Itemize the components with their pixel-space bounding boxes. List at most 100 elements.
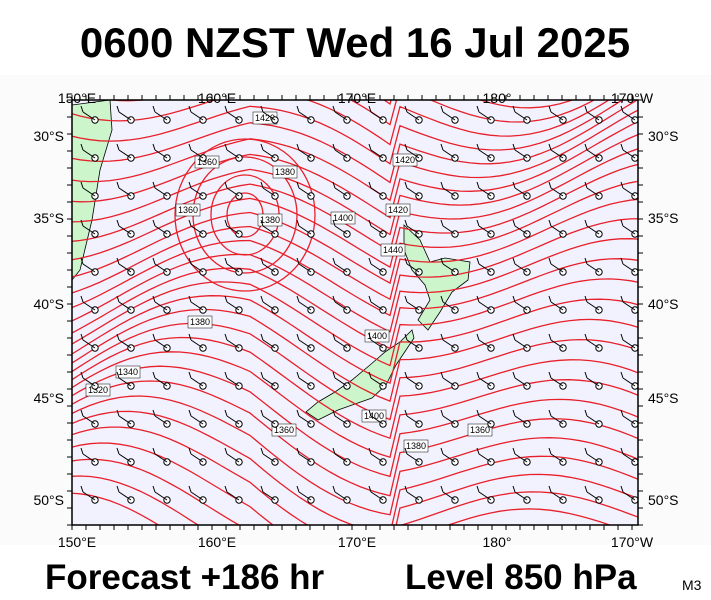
wind-barb	[152, 447, 156, 455]
wind-barb	[622, 339, 636, 349]
wind-barb	[118, 111, 132, 121]
wind-barb	[260, 409, 264, 417]
right-axis-label: 50°S	[648, 492, 679, 508]
wind-barb	[226, 415, 240, 425]
wind-barb	[406, 453, 420, 463]
wind-barb	[512, 257, 516, 265]
forecast-label: Forecast +186 hr	[45, 558, 325, 597]
contour-line	[72, 426, 638, 525]
contour-line	[72, 120, 638, 219]
wind-barb	[442, 225, 456, 235]
wind-barb	[404, 447, 408, 455]
wind-barb	[82, 491, 96, 501]
wind-barb	[152, 105, 156, 113]
wind-barb	[476, 257, 480, 265]
wind-barb	[154, 263, 168, 273]
wind-barb	[224, 371, 228, 379]
wind-barb	[584, 143, 588, 151]
contour-line	[106, 100, 596, 126]
wind-barb	[260, 447, 264, 455]
contour-label-box	[361, 409, 387, 423]
wind-barb	[118, 263, 132, 273]
wind-barb	[334, 453, 348, 463]
wind-barb	[82, 149, 96, 159]
wind-barb	[550, 301, 564, 311]
top-axis-label: 160°E	[198, 90, 236, 106]
contour-line	[72, 395, 638, 516]
contour-line	[72, 148, 638, 252]
wind-barb	[116, 409, 120, 417]
wind-barb	[226, 149, 240, 159]
wind-barb	[584, 105, 588, 113]
wind-barb	[332, 105, 336, 113]
wind-barb	[584, 333, 588, 341]
wind-barb	[154, 111, 168, 121]
wind-barb	[620, 371, 624, 379]
contour-line	[72, 322, 638, 421]
wind-barb	[406, 339, 420, 349]
wind-barb	[334, 415, 348, 425]
wind-barb	[476, 295, 480, 303]
wind-barb	[224, 447, 228, 455]
wind-barb	[226, 263, 240, 273]
left-axis-label: 50°S	[33, 492, 64, 508]
wind-barb	[298, 111, 312, 121]
wind-barb	[512, 105, 516, 113]
wind-barb	[550, 149, 564, 159]
wind-barb	[548, 485, 552, 493]
wind-barb	[334, 225, 348, 235]
wind-barb	[404, 371, 408, 379]
wind-barb	[512, 409, 516, 417]
wind-barb	[442, 111, 456, 121]
wind-barb	[548, 257, 552, 265]
wind-barb	[154, 339, 168, 349]
wind-barb	[82, 339, 96, 349]
wind-barb	[476, 371, 480, 379]
wind-barb	[584, 181, 588, 189]
contour-line	[72, 336, 638, 440]
wind-barb	[622, 491, 636, 501]
wind-barb	[514, 415, 528, 425]
wind-barb	[296, 447, 300, 455]
wind-barb	[368, 219, 372, 227]
contour-label: 1380	[260, 215, 280, 225]
wind-barb	[370, 377, 384, 387]
wind-barb	[440, 371, 444, 379]
wind-barb	[440, 143, 444, 151]
wind-barb	[442, 415, 456, 425]
wind-barb	[478, 263, 492, 273]
wind-barb	[152, 485, 156, 493]
wind-barb	[118, 453, 132, 463]
wind-barb	[620, 105, 624, 113]
wind-barb	[80, 485, 84, 493]
wind-barb	[548, 219, 552, 227]
wind-barb	[298, 491, 312, 501]
wind-barb	[404, 181, 408, 189]
wind-barb	[226, 339, 240, 349]
wind-barb	[370, 339, 384, 349]
wind-barb	[152, 409, 156, 417]
wind-barb	[478, 339, 492, 349]
wind-barb	[442, 187, 456, 197]
contour-label-box	[330, 211, 356, 225]
contour-label-box	[115, 365, 141, 379]
wind-barb	[514, 301, 528, 311]
wind-barb	[620, 485, 624, 493]
contour-line	[72, 180, 638, 285]
wind-barb	[262, 491, 276, 501]
wind-barb	[80, 143, 84, 151]
wind-barb	[584, 447, 588, 455]
wind-barb	[550, 187, 564, 197]
wind-barb	[262, 453, 276, 463]
wind-barb	[550, 415, 564, 425]
contour-label: 1380	[406, 441, 426, 451]
contour-label: 1440	[383, 245, 403, 255]
wind-barb	[442, 263, 456, 273]
wind-barb	[296, 219, 300, 227]
contour-label-box	[187, 315, 213, 329]
contour-line	[72, 100, 611, 146]
contour-label: 1380	[190, 317, 210, 327]
wind-barb	[406, 149, 420, 159]
wind-barb	[442, 301, 456, 311]
wind-barb	[512, 295, 516, 303]
